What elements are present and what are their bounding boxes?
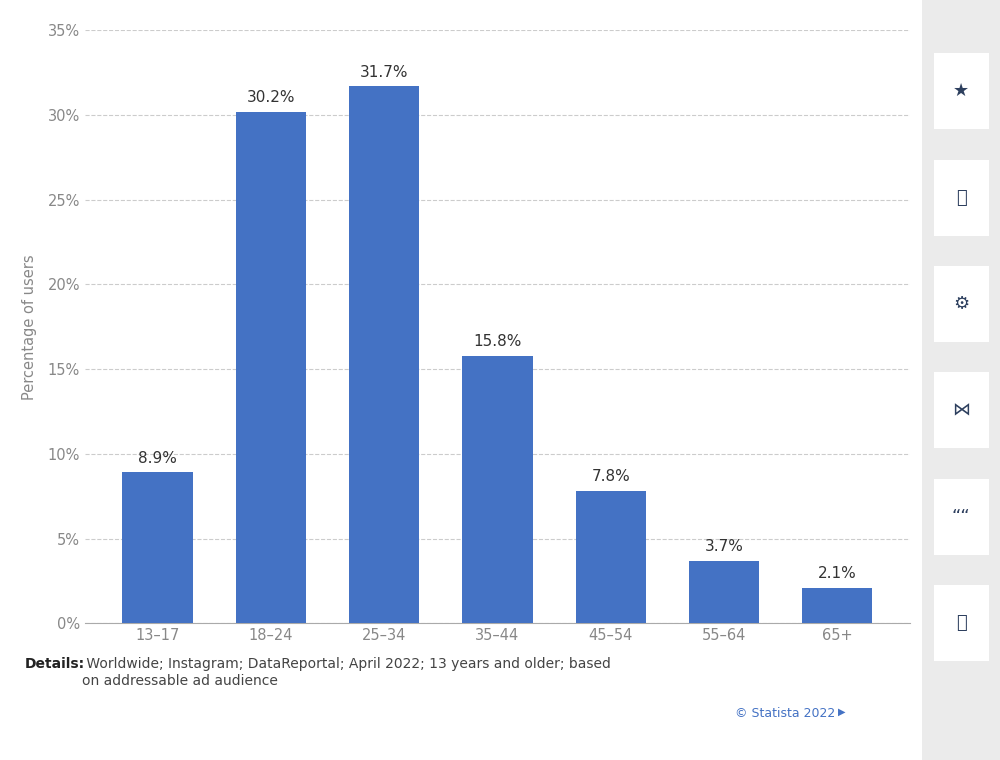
Text: 7.8%: 7.8% — [591, 470, 630, 484]
Bar — [802, 587, 872, 623]
Text: ⋈: ⋈ — [952, 401, 970, 420]
Text: 3.7%: 3.7% — [705, 539, 744, 554]
Text: Worldwide; Instagram; DataReportal; April 2022; 13 years and older; based
on add: Worldwide; Instagram; DataReportal; Apri… — [82, 657, 611, 688]
Bar — [576, 491, 646, 623]
Text: 31.7%: 31.7% — [360, 65, 408, 80]
Text: 🔔: 🔔 — [956, 188, 966, 207]
Text: ““: ““ — [952, 508, 970, 526]
Text: ⚙: ⚙ — [953, 295, 969, 313]
Bar — [349, 87, 419, 623]
Text: © Statista 2022: © Statista 2022 — [735, 707, 835, 720]
Text: 8.9%: 8.9% — [138, 451, 177, 466]
Text: 2.1%: 2.1% — [818, 566, 857, 581]
Text: 15.8%: 15.8% — [473, 334, 522, 349]
Text: ★: ★ — [953, 82, 969, 100]
Bar — [689, 561, 759, 623]
Y-axis label: Percentage of users: Percentage of users — [22, 254, 37, 400]
Bar — [122, 473, 193, 623]
Bar — [462, 356, 533, 623]
Text: 30.2%: 30.2% — [247, 90, 295, 105]
Bar — [236, 112, 306, 623]
Text: ▶: ▶ — [838, 707, 846, 717]
Text: Details:: Details: — [25, 657, 85, 671]
Text: ⎙: ⎙ — [956, 614, 966, 632]
